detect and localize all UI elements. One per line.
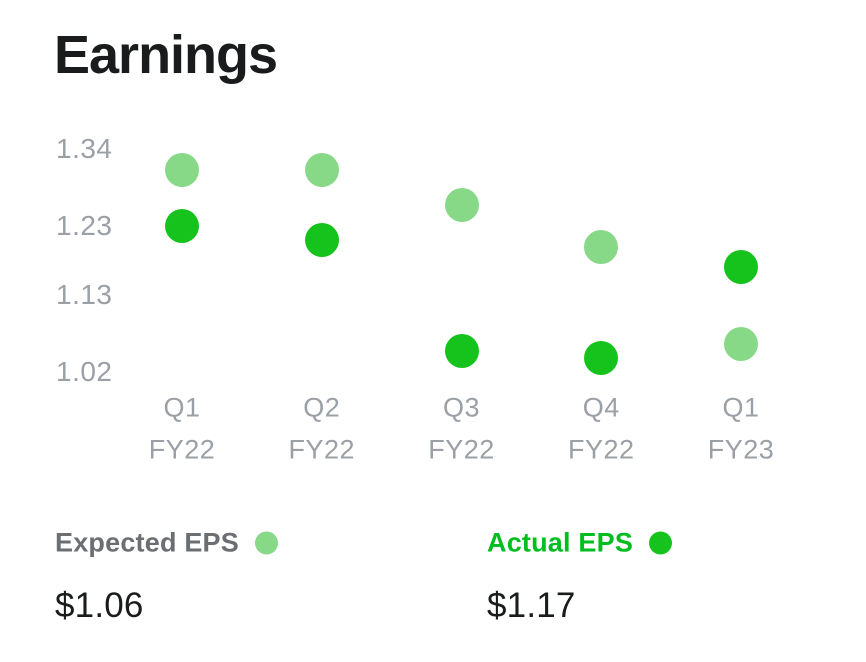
x-axis-label-fiscal-year: FY22	[567, 434, 635, 465]
x-axis-label-quarter: Q1	[722, 392, 760, 423]
actual-eps-point[interactable]	[444, 334, 479, 369]
x-axis-label-fiscal-year: FY22	[148, 434, 216, 465]
x-axis-label-quarter: Q2	[303, 392, 341, 423]
x-axis-label-quarter: Q4	[582, 392, 620, 423]
actual-eps-point[interactable]	[724, 250, 758, 285]
expected-eps-point[interactable]	[444, 187, 479, 222]
y-axis-tick-label: 1.02	[56, 356, 113, 387]
actual-eps-value: $1.17	[487, 586, 576, 625]
x-axis-label-fiscal-year: FY22	[288, 434, 356, 465]
y-axis-tick-label: 1.23	[56, 209, 113, 241]
expected-eps-point[interactable]	[724, 327, 758, 362]
actual-eps-legend: Actual EPS	[487, 527, 673, 559]
x-axis-label-quarter: Q1	[163, 392, 201, 423]
actual-eps-point[interactable]	[165, 208, 199, 243]
x-axis-label-fiscal-year: FY22	[428, 434, 495, 465]
expected-eps-legend-label: Expected EPS	[55, 527, 239, 558]
expected-eps-point[interactable]	[304, 152, 339, 187]
x-axis-label-fiscal-year: FY23	[707, 434, 775, 465]
actual-eps-point[interactable]	[304, 222, 339, 257]
expected-eps-legend-dot-icon	[254, 531, 278, 555]
actual-eps-legend-label: Actual EPS	[487, 527, 634, 558]
expected-eps-point[interactable]	[584, 229, 619, 264]
actual-eps-point[interactable]	[584, 341, 619, 376]
actual-eps-legend-dot-icon	[649, 531, 673, 555]
expected-eps-value: $1.06	[55, 586, 144, 625]
page-title: Earnings	[54, 25, 278, 85]
expected-eps-legend: Expected EPS	[55, 528, 278, 559]
y-axis-tick-label: 1.34	[56, 133, 113, 164]
x-axis-label-quarter: Q3	[442, 392, 481, 423]
expected-eps-point[interactable]	[165, 152, 199, 187]
y-axis-tick-label: 1.13	[56, 279, 113, 311]
